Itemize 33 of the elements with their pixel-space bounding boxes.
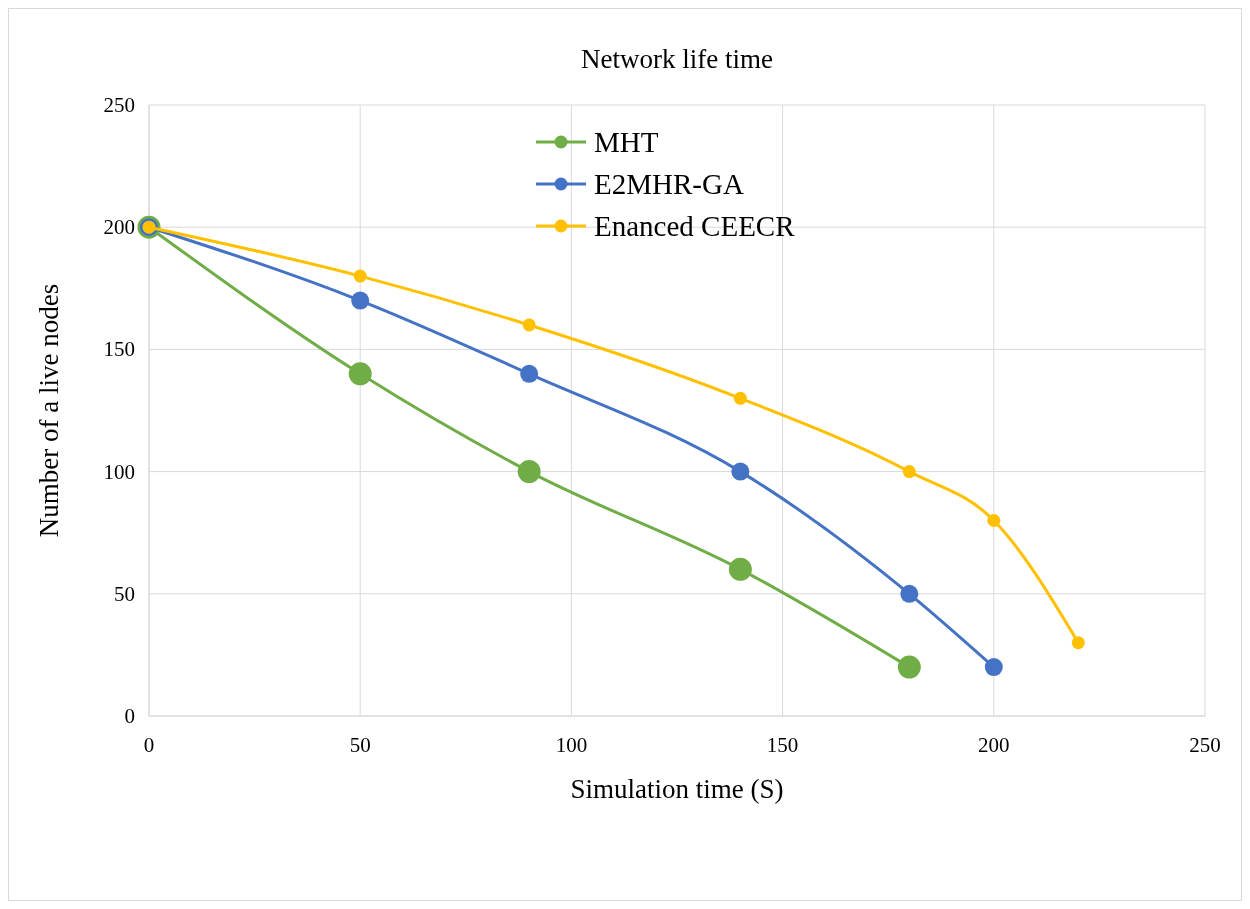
point bbox=[522, 318, 536, 332]
x-tick-label: 200 bbox=[978, 733, 1010, 757]
chart-title: Network life time bbox=[581, 44, 773, 74]
x-tick-label: 100 bbox=[555, 733, 588, 757]
point bbox=[728, 557, 752, 581]
y-axis-title: Number of a live nodes bbox=[34, 283, 64, 538]
x-tick-label: 50 bbox=[349, 733, 371, 757]
point bbox=[984, 658, 1003, 677]
point bbox=[517, 460, 541, 484]
point bbox=[987, 513, 1001, 527]
x-tick-label: 150 bbox=[766, 733, 799, 757]
y-tick-label: 50 bbox=[114, 581, 135, 606]
point bbox=[731, 462, 750, 481]
legend-label: Enanced CEECR bbox=[594, 210, 796, 242]
point bbox=[348, 362, 372, 386]
y-tick-label: 200 bbox=[103, 215, 135, 240]
x-axis-title: Simulation time (S) bbox=[570, 774, 784, 804]
point bbox=[897, 655, 921, 679]
y-tick-label: 0 bbox=[124, 704, 135, 728]
y-tick-label: 150 bbox=[103, 337, 135, 362]
legend-label: E2MHR-GA bbox=[594, 168, 744, 200]
point bbox=[900, 584, 919, 603]
point bbox=[520, 364, 539, 383]
y-tick-label: 250 bbox=[103, 93, 135, 117]
point bbox=[353, 269, 367, 283]
x-tick-label: 250 bbox=[1189, 733, 1221, 757]
y-tick-label: 100 bbox=[103, 459, 135, 484]
point bbox=[902, 465, 916, 479]
point bbox=[733, 391, 747, 405]
legend-label: MHT bbox=[594, 126, 659, 158]
point bbox=[351, 291, 370, 310]
x-tick-label: 0 bbox=[143, 733, 155, 757]
point bbox=[1071, 636, 1085, 650]
